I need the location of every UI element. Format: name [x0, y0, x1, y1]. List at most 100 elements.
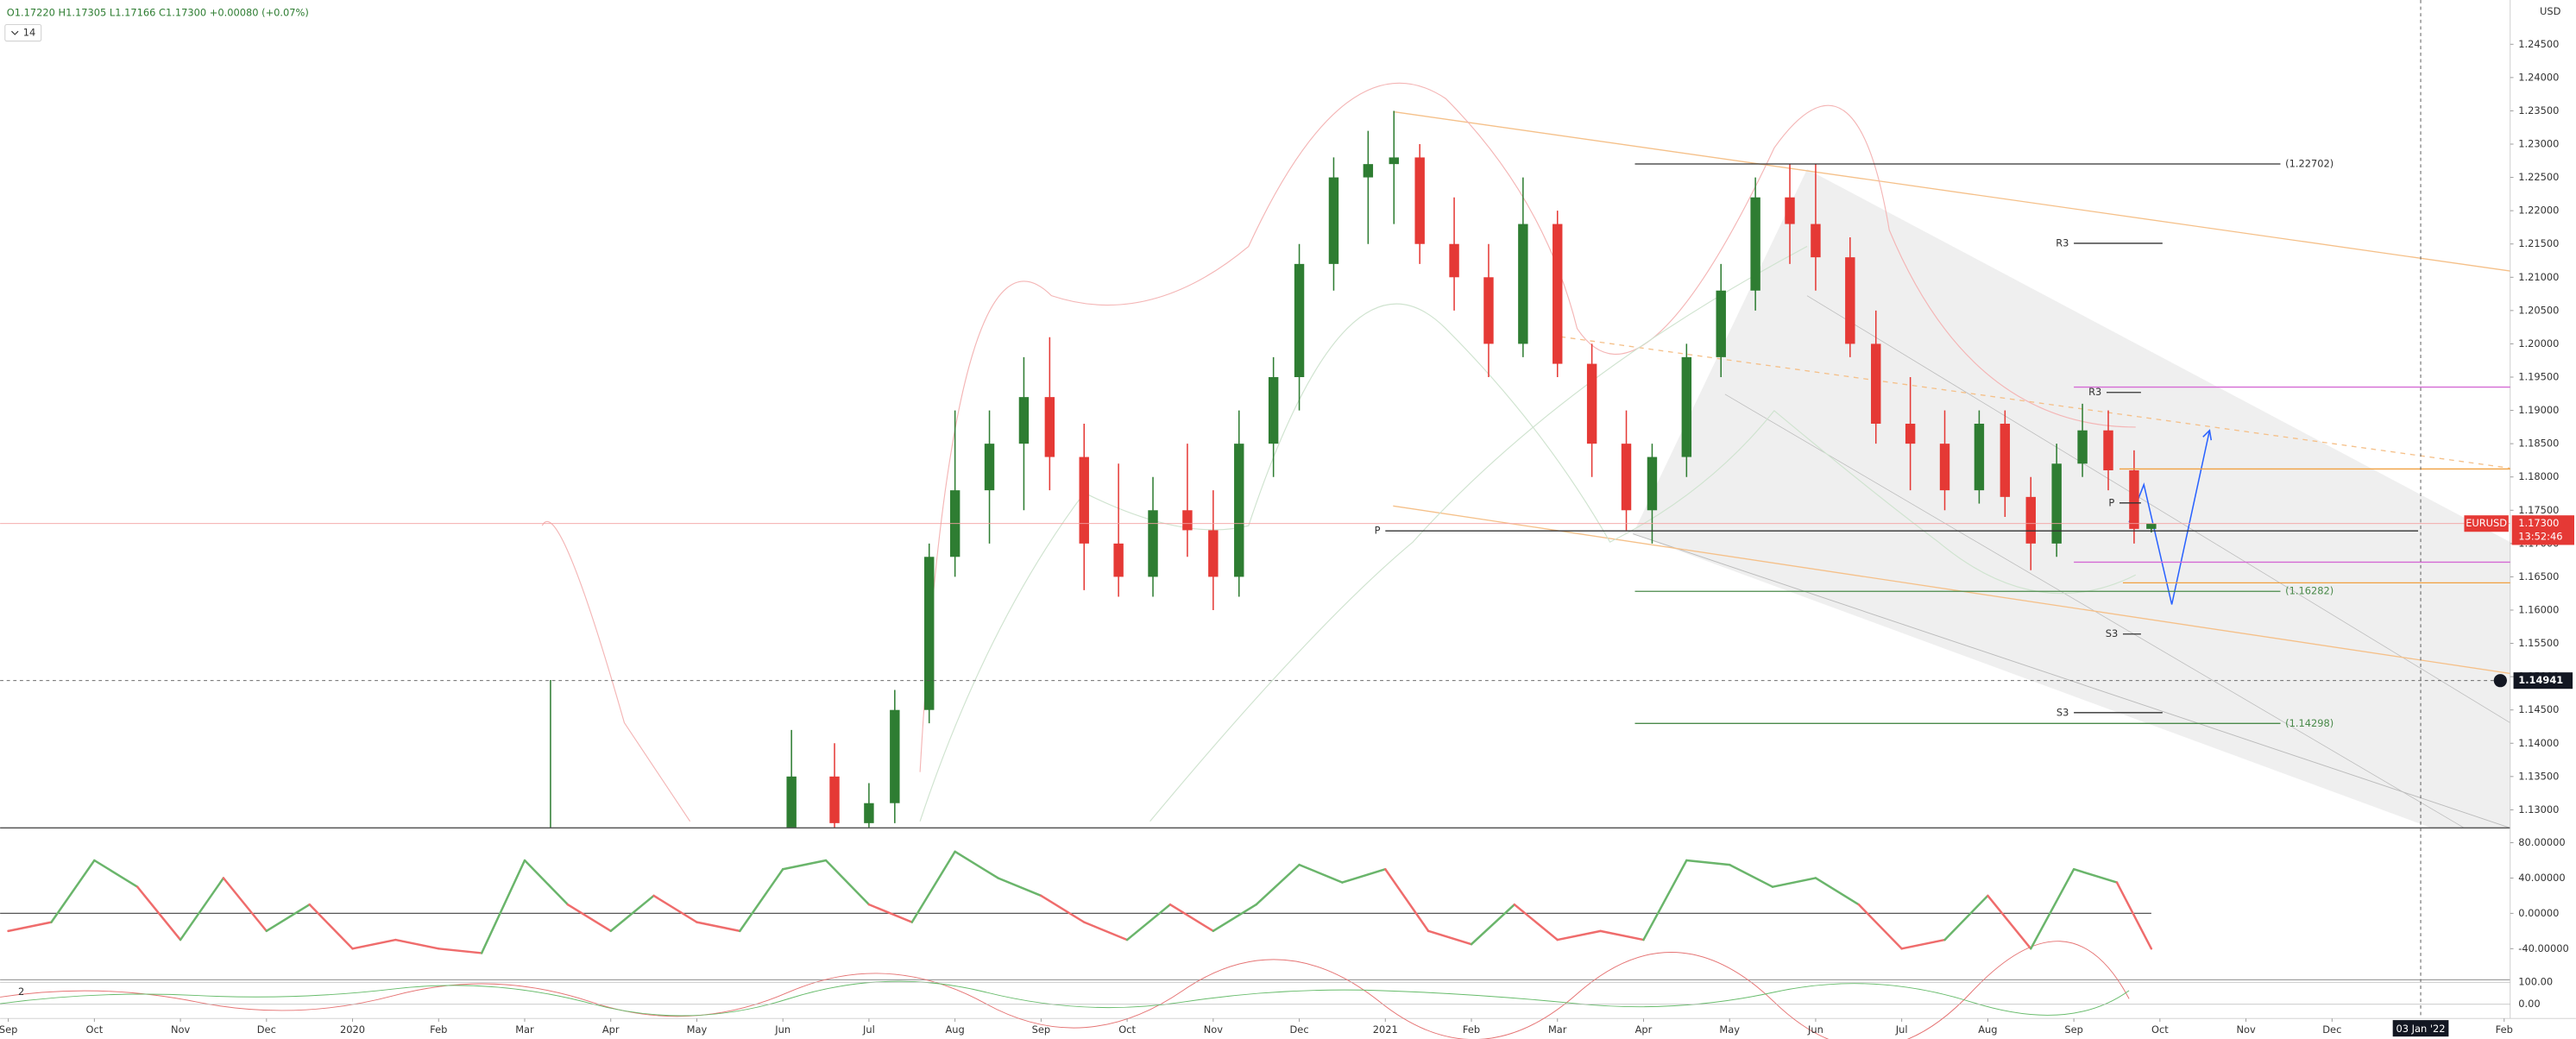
osc-segment [1125, 903, 1172, 941]
candle-body [1905, 423, 1916, 444]
osc-segment [1599, 929, 1645, 941]
y-tick-label: 1.19500 [2518, 370, 2559, 382]
x-tick-label: Oct [85, 1023, 103, 1036]
osc-segment [351, 938, 397, 950]
ohlc-legend: O1.17220 H1.17305 L1.17166 C1.17300 +0.0… [7, 7, 309, 19]
y-tick-label: 1.22000 [2518, 205, 2559, 217]
candle-body [1845, 257, 1855, 344]
osc-segment [1341, 867, 1387, 884]
osc-segment [1168, 903, 1215, 933]
osc-segment [179, 877, 225, 941]
osc-segment [1642, 859, 1688, 941]
candle-body [2146, 523, 2157, 529]
osc-segment [652, 894, 698, 923]
chevron [11, 30, 19, 35]
osc-segment [1212, 903, 1257, 933]
crosshair-date: 03 Jan '22 [2396, 1023, 2446, 1035]
band [541, 82, 2136, 822]
osc-segment [480, 859, 526, 954]
osc-segment [1083, 921, 1129, 941]
candle-body [890, 709, 900, 803]
x-tick-label: Oct [1118, 1023, 1136, 1036]
crosshair-date-box [2392, 1020, 2449, 1037]
x-tick-label: Feb [430, 1023, 447, 1036]
osc-segment [1987, 894, 2032, 950]
symbol-label: EURUSD [2466, 517, 2507, 529]
x-tick-label: Apr [602, 1023, 620, 1036]
y-tick-label: 1.24000 [2518, 71, 2559, 83]
osc-segment [93, 859, 139, 888]
candle-body [1785, 197, 1795, 224]
currency[interactable]: USD [2540, 5, 2561, 17]
x-tick-label: Oct [2151, 1023, 2169, 1036]
candle-body [2025, 496, 2036, 544]
osc-segment [1513, 903, 1559, 941]
crosshair-icon [2493, 674, 2507, 688]
candle-body [1208, 530, 1219, 577]
y-tick-label: 1.16500 [2518, 570, 2559, 582]
osc-segment [50, 859, 96, 923]
osc-segment [1298, 863, 1344, 884]
candle-body [2103, 430, 2113, 470]
symbol-tag [2464, 515, 2509, 532]
osc-segment [523, 859, 570, 906]
osc-segment [997, 877, 1042, 897]
stoch-tick-label: 100.00 [2518, 976, 2553, 988]
y-tick-label: 1.20500 [2518, 304, 2559, 316]
level-label: (1.14298) [2285, 717, 2334, 729]
osc-segment [781, 859, 828, 871]
x-tick-label: Sep [1032, 1023, 1050, 1036]
osc-segment [1427, 929, 1473, 946]
osc-segment [824, 859, 871, 906]
y-tick-label: 1.23000 [2518, 138, 2559, 150]
osc-segment [1814, 877, 1861, 906]
x-tick-label: Nov [2236, 1023, 2256, 1036]
x-tick-label: 2020 [340, 1023, 365, 1036]
candle-body [1148, 510, 1158, 577]
osc-segment [1556, 929, 1602, 941]
candle-body [2000, 423, 2011, 497]
candle-body [1328, 177, 1339, 264]
osc-segment [1728, 863, 1774, 888]
x-tick-label: Jun [1807, 1023, 1823, 1036]
osc-segment [1255, 863, 1301, 906]
candle-body [1939, 444, 1950, 491]
y-tick-label: 1.13000 [2518, 803, 2559, 815]
stoch-tick-label: 0.00 [2518, 998, 2540, 1010]
osc-segment [1685, 859, 1731, 866]
interval-button[interactable] [4, 24, 42, 42]
level-label: R3 [2088, 386, 2101, 398]
candle-body [1294, 263, 1305, 377]
last-price-box [2511, 515, 2574, 545]
y-tick-label: 1.23500 [2518, 104, 2559, 116]
x-tick-label: Nov [1204, 1023, 1224, 1036]
candle-body [924, 557, 935, 710]
y-tick-label: 1.14500 [2518, 703, 2559, 715]
y-tick-label: 1.21000 [2518, 271, 2559, 283]
osc-segment [1857, 903, 1903, 950]
osc-segment [7, 921, 53, 933]
osc-tick-label: 80.00000 [2518, 836, 2565, 848]
x-tick-label: Feb [1463, 1023, 1480, 1036]
osc-segment [308, 903, 354, 950]
osc-segment [954, 850, 999, 879]
trend-line [1393, 505, 2510, 675]
osc-segment [1900, 938, 1946, 950]
candle-body [1974, 423, 1985, 491]
x-tick-label: Dec [2322, 1023, 2341, 1036]
x-tick-label: Dec [1290, 1023, 1309, 1036]
osc-segment [609, 894, 655, 933]
candle-body [2077, 430, 2088, 464]
candle-body [786, 776, 797, 828]
interval-label[interactable]: 14 [23, 27, 36, 39]
level-label: P [1375, 525, 1381, 537]
y-tick-label: 1.13500 [2518, 770, 2559, 782]
candle-body [2051, 463, 2062, 544]
stochastic-line [0, 980, 2130, 1017]
y-tick-label: 1.22500 [2518, 171, 2559, 183]
candle-body [1681, 356, 1692, 457]
candle-body [864, 803, 874, 823]
osc-segment [910, 850, 956, 923]
y-tick-label: 1.24500 [2518, 38, 2559, 50]
